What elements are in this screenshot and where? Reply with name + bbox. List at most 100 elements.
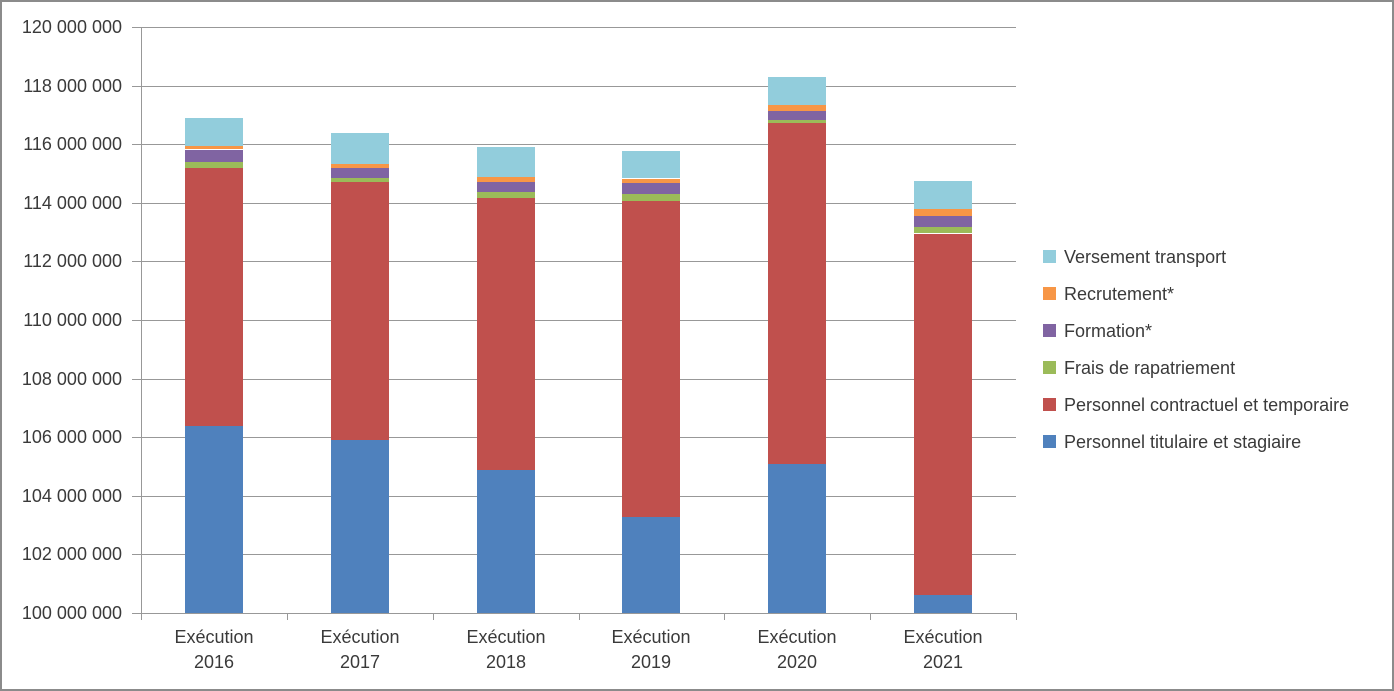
bar-segment-versement-transport [477,147,535,177]
bar-segment-personnel-titulaire-et-stagiaire [477,470,535,613]
bar-segment-formation- [622,182,680,194]
y-tick-mark [132,203,141,204]
bar-segment-recrutement- [331,163,389,168]
bar-segment-formation- [185,149,243,162]
x-tick-mark [579,613,580,620]
bar-segment-recrutement- [477,176,535,182]
y-tick-label: 110 000 000 [23,310,122,330]
bar-segment-recrutement- [768,105,826,111]
x-tick-label-line: Exécution [320,627,400,647]
bar-segment-versement-transport [914,180,972,210]
gridline [141,613,1016,614]
gridline [141,203,1016,204]
bar-segment-versement-transport [185,117,243,146]
x-tick-mark [1016,613,1017,620]
bar-segment-personnel-titulaire-et-stagiaire [768,463,826,613]
legend-swatch [1043,398,1056,411]
bar-segment-frais-de-rapatriement [331,178,389,182]
y-axis-line [141,27,142,613]
gridline [141,554,1016,555]
x-tick-mark [433,613,434,620]
gridline [141,320,1016,321]
y-tick-mark [132,496,141,497]
y-tick-label: 114 000 000 [23,193,122,213]
y-tick-label: 112 000 000 [23,251,122,271]
x-tick-label-line: 2018 [485,652,527,672]
bar-segment-personnel-titulaire-et-stagiaire [331,439,389,613]
bar-segment-personnel-titulaire-et-stagiaire [185,426,243,613]
y-tick-mark [132,379,141,380]
legend-swatch [1043,435,1056,448]
y-tick-mark [132,261,141,262]
x-tick-mark [724,613,725,620]
bar-segment-personnel-contractuel-et-temporaire [331,182,389,440]
bar-segment-formation- [477,182,535,192]
bar-segment-personnel-contractuel-et-temporaire [768,123,826,464]
gridline [141,437,1016,438]
x-tick-label: Exécution 2021 [868,625,1018,675]
gridline [141,144,1016,145]
bar-segment-frais-de-rapatriement [185,161,243,168]
y-tick-label: 108 000 000 [21,369,122,389]
y-tick-label: 106 000 000 [21,427,122,447]
x-tick-label-line: 2020 [776,652,818,672]
gridline [141,86,1016,87]
y-tick-mark [132,144,141,145]
bar-segment-personnel-titulaire-et-stagiaire [914,595,972,613]
x-tick-label: Exécution 2018 [431,625,581,675]
bar-segment-personnel-contractuel-et-temporaire [914,233,972,596]
bar-segment-formation- [768,110,826,120]
x-tick-label-line: Exécution [466,627,546,647]
x-tick-label-line: 2019 [630,652,672,672]
bar-segment-personnel-contractuel-et-temporaire [477,197,535,471]
bar-segment-formation- [914,216,972,227]
bar-segment-recrutement- [185,145,243,150]
x-tick-label-line: 2017 [339,652,381,672]
x-tick-mark [287,613,288,620]
gridline [141,496,1016,497]
x-tick-label-line: 2016 [193,652,235,672]
y-tick-label: 118 000 000 [23,76,122,96]
bar-segment-personnel-titulaire-et-stagiaire [622,516,680,613]
y-tick-label: 102 000 000 [21,544,122,564]
x-tick-label-line: Exécution [611,627,691,647]
y-tick-mark [132,86,141,87]
bar-segment-recrutement- [622,178,680,183]
legend-swatch [1043,250,1056,263]
gridline [141,261,1016,262]
x-tick-label: Exécution 2020 [722,625,872,675]
gridline [141,379,1016,380]
x-tick-label-line: Exécution [174,627,254,647]
bar-segment-personnel-contractuel-et-temporaire [185,167,243,427]
y-tick-label: 120 000 000 [21,17,122,37]
legend-label: Recrutement* [1064,284,1175,304]
y-tick-label: 100 000 000 [21,603,122,623]
legend-swatch [1043,361,1056,374]
legend-label: Frais de rapatriement [1064,358,1236,378]
bar-segment-formation- [331,167,389,179]
bar-segment-frais-de-rapatriement [477,191,535,198]
legend-label: Personnel titulaire et stagiaire [1064,432,1302,452]
bar-segment-versement-transport [331,133,389,164]
legend-label: Personnel contractuel et temporaire [1064,395,1350,415]
bar-segment-frais-de-rapatriement [622,193,680,201]
bar-segment-frais-de-rapatriement [914,226,972,234]
bar-segment-recrutement- [914,209,972,216]
legend-swatch [1043,324,1056,337]
legend-swatch [1043,287,1056,300]
x-tick-label-line: 2021 [922,652,964,672]
y-tick-label: 104 000 000 [21,486,122,506]
y-tick-mark [132,613,141,614]
x-tick-label-line: Exécution [757,627,837,647]
x-tick-label-line: Exécution [903,627,983,647]
x-tick-label: Exécution 2016 [139,625,289,675]
x-tick-label: Exécution 2019 [576,625,726,675]
x-tick-label: Exécution 2017 [285,625,435,675]
y-tick-mark [132,27,141,28]
legend-label: Formation* [1064,321,1153,341]
y-tick-mark [132,554,141,555]
x-tick-mark [870,613,871,620]
gridline [141,27,1016,28]
bar-segment-frais-de-rapatriement [768,119,826,124]
